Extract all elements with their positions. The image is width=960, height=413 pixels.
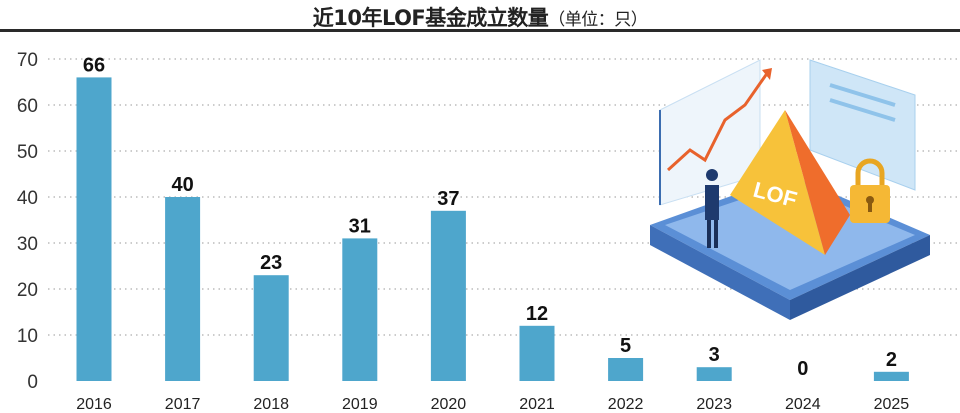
x-tick-label: 2016 <box>76 396 112 413</box>
lof-pyramid-icon <box>730 110 825 255</box>
y-tick-label: 60 <box>17 96 38 117</box>
data-label-2024: 0 <box>797 358 808 380</box>
data-label-2021: 12 <box>526 303 548 325</box>
x-tick-label: 2024 <box>785 396 821 413</box>
screen-panel-icon <box>809 59 916 191</box>
x-tick-label: 2023 <box>696 396 732 413</box>
y-tick-label: 0 <box>27 372 38 393</box>
person-icon <box>705 185 719 220</box>
y-tick-label: 20 <box>17 280 38 301</box>
y-tick-label: 70 <box>17 50 38 71</box>
chart-title: 近10年LOF基金成立数量（单位：只） <box>0 2 960 32</box>
x-axis-ticks: 2016 2017 2018 2019 2020 2021 2022 2023 2024 2025 <box>76 396 909 413</box>
data-label-2025: 2 <box>886 349 897 371</box>
y-tick-label: 10 <box>17 326 38 347</box>
bar-2021 <box>519 325 555 381</box>
y-tick-label: 30 <box>17 234 38 255</box>
x-tick-label: 2019 <box>342 396 378 413</box>
x-tick-label: 2017 <box>165 396 201 413</box>
lof-illustration: LOF <box>650 59 930 320</box>
data-label-2022: 5 <box>620 335 631 357</box>
chart-unit-note: （单位：只） <box>548 10 648 30</box>
bar-2019 <box>342 238 378 381</box>
chart-title-text: 近10年LOF基金成立数量 <box>312 6 549 30</box>
data-label-2018: 23 <box>260 252 282 274</box>
y-tick-label: 50 <box>17 142 38 163</box>
trend-arrow-icon <box>666 71 770 172</box>
data-label-2023: 3 <box>709 344 720 366</box>
lock-icon <box>855 158 885 185</box>
x-tick-label: 2022 <box>608 396 644 413</box>
data-label-2016: 66 <box>83 54 105 76</box>
data-label-2020: 37 <box>437 188 459 210</box>
bar-2023 <box>696 367 732 381</box>
y-axis-ticks: 0 10 20 30 40 50 60 70 <box>17 50 38 393</box>
bar-2016 <box>76 77 112 382</box>
data-labels: 66 40 23 31 37 12 5 3 0 2 <box>83 54 897 380</box>
x-tick-label: 2025 <box>874 396 910 413</box>
bar-2017 <box>165 197 201 381</box>
title-rule <box>0 29 960 32</box>
bar-2022 <box>608 358 644 381</box>
bar-2025 <box>873 371 909 381</box>
x-tick-label: 2021 <box>519 396 555 413</box>
x-tick-label: 2020 <box>431 396 467 413</box>
x-tick-label: 2018 <box>253 396 289 413</box>
bar-2018 <box>253 275 289 381</box>
data-label-2017: 40 <box>171 174 193 196</box>
bar-2020 <box>430 210 466 381</box>
bars <box>76 77 909 382</box>
data-label-2019: 31 <box>349 215 371 237</box>
y-tick-label: 40 <box>17 188 38 209</box>
